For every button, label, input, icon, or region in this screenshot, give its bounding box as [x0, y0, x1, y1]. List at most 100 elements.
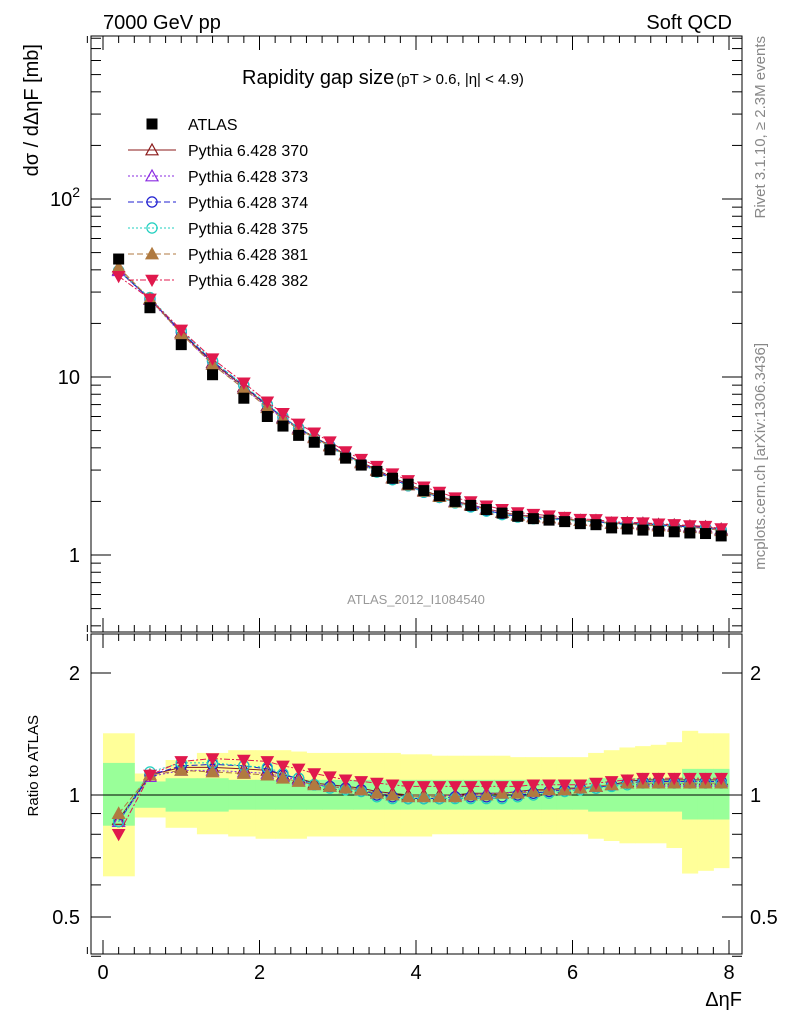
legend-label: Pythia 6.428 370 [188, 143, 308, 160]
atlas-data-point [653, 525, 665, 537]
ratio-series-point [370, 777, 384, 791]
ratio-series-point [667, 772, 682, 786]
atlas-data-point [433, 490, 445, 502]
ratio-series-point [338, 774, 353, 787]
atlas-data-point [387, 472, 399, 484]
atlas-data-point [113, 253, 125, 265]
analysis-id: ATLAS_2012_I1084540 [347, 592, 485, 607]
main-series-point [205, 353, 220, 366]
ratio-series-point [143, 769, 157, 783]
legend-marker [144, 246, 160, 260]
ratio-series-point [385, 787, 400, 801]
legend: ATLAS Pythia 6.428 370 Pythia 6.428 373 Pyt… [128, 117, 308, 290]
ratio-series-point [432, 789, 447, 803]
ratio-series-point [307, 777, 322, 791]
ratio-series-point [111, 806, 126, 819]
atlas-data-point [543, 514, 555, 526]
main-y-label: dσ / dΔηF [mb] [21, 44, 43, 176]
main-y-tick-label: 1 [69, 545, 80, 567]
atlas-data-point [480, 504, 492, 516]
legend-marker [144, 142, 160, 156]
ratio-series-point [526, 779, 541, 792]
x-tick-label: 8 [723, 962, 734, 984]
atlas-data-point [175, 339, 187, 351]
ratio-series-point [448, 781, 462, 794]
atlas-data-point [371, 465, 383, 477]
x-tick-label: 4 [410, 962, 421, 984]
main-series-point [714, 523, 729, 536]
atlas-data-point [144, 302, 156, 314]
chart-title: Rapidity gap size (pT > 0.6, |η| < 4.9) [242, 67, 524, 89]
x-tick-label: 6 [567, 962, 578, 984]
x-tick-label: 0 [97, 962, 108, 984]
ratio-series-point [698, 772, 713, 786]
legend-label: Pythia 6.428 375 [188, 221, 308, 238]
ratio-series-point [510, 781, 525, 794]
main-series-point [683, 520, 697, 533]
ratio-series-point [323, 771, 337, 784]
ratio-series-point [291, 763, 306, 776]
ratio-y-tick-label: 0.5 [52, 907, 80, 929]
ratio-series-point [636, 772, 650, 786]
atlas-data-point [700, 528, 712, 540]
ratio-series-point [416, 789, 431, 803]
ratio-series-point [651, 772, 666, 786]
ratio-y-tick-label-right: 2 [750, 663, 761, 685]
ratio-series-point [275, 770, 290, 784]
legend-marker [144, 168, 160, 182]
main-series-point [174, 324, 189, 337]
ratio-series-point [542, 779, 556, 792]
atlas-data-point [621, 523, 633, 535]
legend-marker [146, 118, 158, 130]
ratio-y-tick-label: 2 [69, 663, 80, 685]
x-tick-label: 2 [254, 962, 265, 984]
main-series-point [143, 293, 157, 306]
atlas-data-point [496, 507, 508, 519]
main-series-point [636, 517, 650, 530]
legend-marker [146, 222, 158, 234]
main-y-tick-exponent: 2 [72, 184, 80, 200]
ratio-series-point [322, 779, 337, 792]
ratio-series-point [237, 754, 251, 768]
x-axis-label: ΔηF [705, 989, 742, 1011]
source-label: mcplots.cern.ch [arXiv:1306.3436] [752, 343, 769, 570]
atlas-data-point [574, 518, 586, 530]
legend-marker [145, 274, 159, 288]
ratio-series-point [401, 781, 416, 794]
ratio-series-point [205, 753, 220, 766]
main-series-point [620, 517, 635, 530]
main-series-point [323, 436, 337, 449]
ratio-series-point [416, 781, 431, 794]
main-series-point [651, 518, 666, 531]
ratio-series-point [620, 774, 635, 787]
ratio-series-point [557, 779, 572, 792]
main-series-point [111, 270, 126, 284]
atlas-data-point [261, 410, 273, 422]
main-series-point [698, 520, 713, 534]
atlas-data-point [355, 459, 367, 471]
atlas-data-point [324, 444, 336, 456]
atlas-data-point [293, 429, 305, 441]
ratio-series-point [260, 756, 275, 769]
ratio-y-label: Ratio to ATLAS [25, 715, 42, 816]
atlas-data-point [637, 524, 649, 536]
ratio-series-point [205, 764, 220, 778]
ratio-series-point [589, 777, 603, 791]
ratio-series-point [683, 772, 697, 786]
ratio-series-point [604, 776, 619, 789]
chart-title-main: Rapidity gap size [242, 67, 394, 89]
main-y-tick-label: 10 [58, 367, 80, 389]
main-plot-area [111, 253, 729, 542]
atlas-data-point [207, 369, 219, 381]
ratio-series-point [369, 786, 384, 799]
atlas-data-point [402, 478, 414, 490]
chart-title-cut: (pT > 0.6, |η| < 4.9) [396, 71, 524, 88]
main-series-point [307, 427, 322, 440]
ratio-series-point [174, 763, 189, 776]
ratio-plot-area [111, 753, 729, 842]
ratio-series-point [573, 779, 588, 792]
ratio-series-point [432, 781, 447, 794]
ratio-series-point [479, 787, 494, 801]
